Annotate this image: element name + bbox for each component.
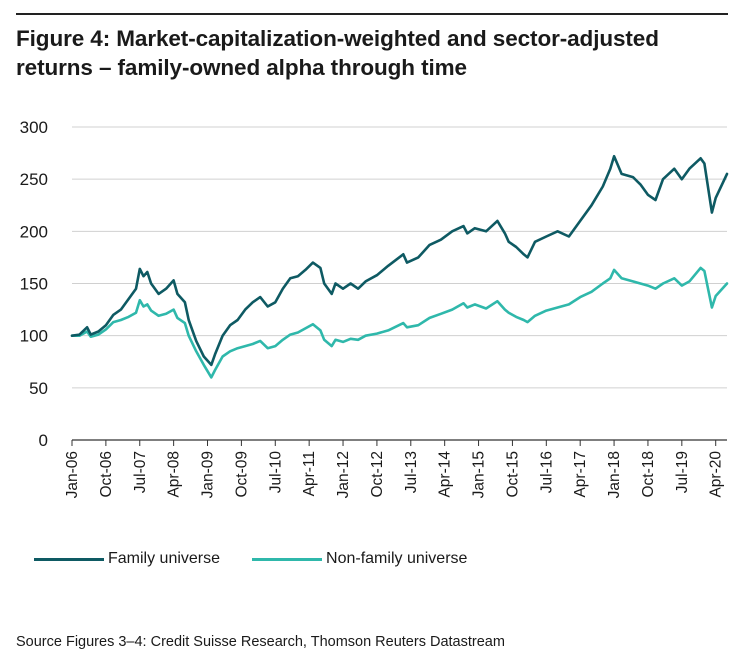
legend: Family universe Non-family universe [34,548,499,570]
y-tick-label: 150 [20,275,48,294]
x-tick-label: Apr-14 [437,451,454,498]
x-tick-label: Jan-18 [606,451,623,498]
y-tick-label: 300 [20,118,48,137]
x-tick-label: Jul-13 [403,451,420,493]
y-tick-label: 100 [20,327,48,346]
x-tick-label: Oct-09 [233,451,250,498]
legend-label-non-family: Non-family universe [326,550,468,567]
grid-lines [72,126,727,389]
x-tick-label: Oct-06 [98,451,115,498]
y-tick-label: 200 [20,222,48,241]
x-tick-label: Jul-16 [538,451,555,493]
y-axis-tick-labels: 0 50 100 150 200 250 300 [20,118,48,450]
x-tick-label: Jan-12 [335,451,352,498]
chart-title: Figure 4: Market-capitalization-weighted… [16,24,731,82]
x-tick-label: Jul-07 [132,451,149,493]
chart-title-line1: Figure 4: Market-capitalization-weighted… [16,26,659,51]
x-tick-label: Jan-09 [200,451,217,498]
legend-label-family: Family universe [108,550,221,567]
chart-title-line2: returns – family-owned alpha through tim… [16,55,467,80]
series-lines [70,154,729,379]
y-tick-label: 250 [20,170,48,189]
x-tick-label: Jan-06 [64,451,81,498]
y-tick-label: 0 [39,431,48,450]
source-note: Source Figures 3–4: Credit Suisse Resear… [16,634,505,650]
series-line-non-family-universe [70,266,729,379]
title-rule [16,13,728,15]
x-tick-label: Apr-17 [572,451,589,498]
x-tick-label: Oct-12 [369,451,386,498]
x-tick-label: Apr-11 [301,451,318,496]
y-tick-label: 50 [29,379,48,398]
legend-item-family: Family universe [34,550,220,568]
x-tick-label: Jul-19 [674,451,691,493]
x-tick-label: Oct-15 [504,451,521,498]
x-tick-label: Jan-15 [471,451,488,498]
x-tick-label: Jul-10 [267,451,284,494]
x-tick-label: Apr-20 [708,451,725,498]
x-axis: Jan-06 Oct-06 Jul-07 Apr-08 Jan-09 Oct-09 Jul-… [64,439,727,498]
legend-swatch-non-family [252,557,323,561]
series-line-family-universe [70,154,729,367]
legend-swatch-family [34,557,104,561]
x-tick-label: Apr-08 [166,451,183,498]
x-tick-label: Oct-18 [640,451,657,498]
legend-item-non-family: Non-family universe [252,550,467,568]
